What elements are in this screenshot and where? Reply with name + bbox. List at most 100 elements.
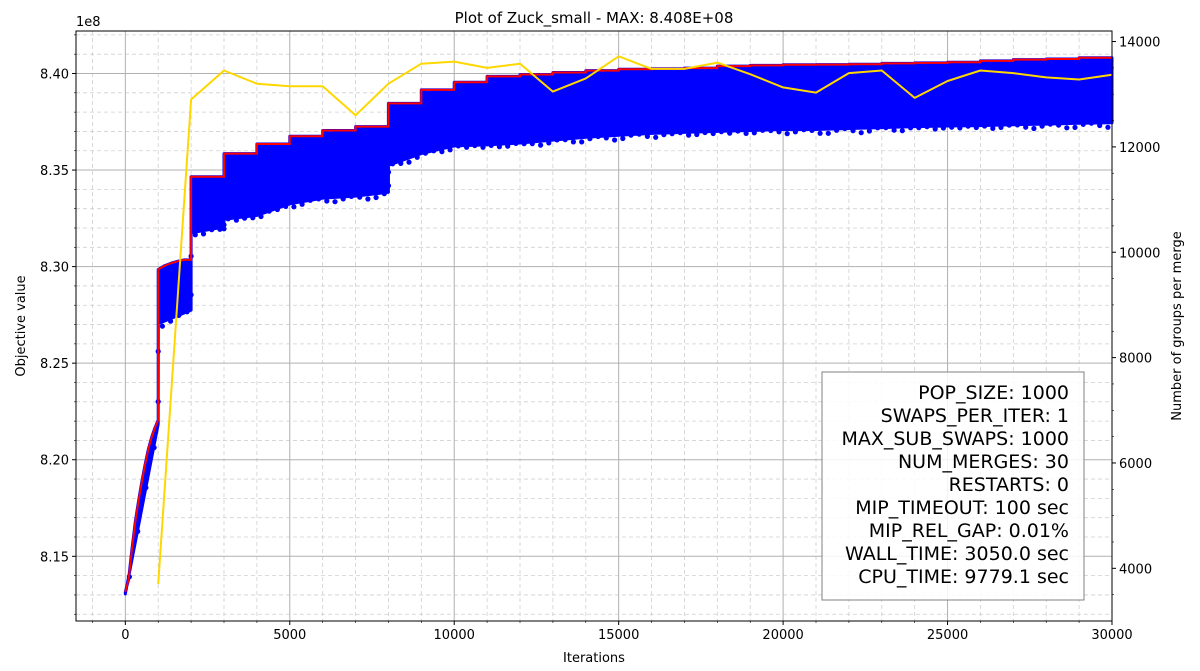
population-point — [776, 129, 782, 135]
population-point — [891, 127, 897, 133]
population-point — [949, 124, 955, 130]
population-point — [924, 124, 930, 130]
x-tick-label: 25000 — [927, 628, 968, 643]
population-point — [1088, 120, 1094, 126]
x-tick-label: 5000 — [273, 628, 306, 643]
population-point — [973, 124, 979, 131]
population-point — [612, 137, 618, 143]
population-point — [143, 485, 149, 491]
population-point — [768, 127, 774, 134]
population-point — [727, 130, 733, 136]
population-point — [316, 196, 322, 202]
param-swaps-per-iter: SWAPS_PER_ITER: 1 — [881, 405, 1069, 427]
population-point — [546, 140, 552, 146]
population-point — [283, 203, 289, 209]
population-point — [595, 133, 601, 140]
population-point — [188, 292, 194, 298]
population-point — [538, 142, 544, 148]
population-point — [422, 150, 428, 156]
y-tick-label: 8.35 — [40, 164, 69, 179]
population-point — [324, 198, 330, 204]
population-point — [496, 144, 502, 150]
x-tick-label: 0 — [121, 628, 129, 643]
population-point — [998, 124, 1004, 130]
population-point — [866, 128, 873, 134]
population-point — [1056, 122, 1062, 128]
population-point — [710, 130, 716, 137]
param-restarts: RESTARTS: 0 — [949, 474, 1069, 496]
x-tick-label: 10000 — [434, 628, 475, 643]
population-point — [513, 140, 519, 146]
population-point — [488, 142, 494, 148]
population-point — [579, 139, 585, 145]
population-point — [472, 142, 478, 149]
population-point — [1031, 125, 1037, 132]
population-point — [940, 125, 947, 131]
population-point — [760, 127, 766, 133]
population-point — [274, 206, 280, 213]
population-point — [982, 123, 988, 129]
population-point — [817, 130, 823, 136]
population-point — [447, 147, 453, 153]
population-point — [603, 135, 609, 141]
population-point — [965, 123, 971, 129]
population-point — [636, 131, 642, 137]
population-point — [1105, 124, 1111, 130]
population-point — [842, 126, 848, 132]
population-point — [250, 215, 256, 221]
population-point — [1080, 121, 1086, 127]
population-point — [348, 193, 354, 199]
param-wall-time: WALL_TIME: 3050.0 sec — [845, 543, 1069, 565]
population-point — [702, 129, 708, 136]
population-point — [825, 130, 831, 136]
population-point — [587, 136, 593, 142]
param-max-sub-swaps: MAX_SUB_SWAPS: 1000 — [841, 428, 1069, 450]
chart-title: Plot of Zuck_small - MAX: 8.408E+08 — [455, 9, 734, 28]
population-point — [694, 131, 700, 138]
parameters-box-frame — [821, 371, 1085, 601]
series-lines — [124, 55, 1113, 593]
population-point — [1039, 123, 1045, 129]
population-point — [562, 137, 568, 143]
population-point — [365, 196, 371, 202]
y2-tick-label: 6000 — [1119, 457, 1152, 472]
population-point — [398, 160, 404, 166]
population-point — [159, 323, 165, 329]
population-point — [743, 130, 749, 136]
population-point — [184, 309, 190, 315]
population-point — [653, 134, 659, 140]
y2-tick-label: 10000 — [1119, 246, 1160, 261]
y-tick-label: 8.15 — [40, 550, 69, 565]
population-point — [792, 129, 799, 135]
y2-tick-label: 8000 — [1119, 352, 1152, 367]
population-point — [225, 216, 231, 222]
population-point — [332, 199, 338, 205]
population-point — [908, 125, 914, 131]
y2-axis-label: Number of groups per merge — [1170, 231, 1185, 420]
ticks: 0 5000 10000 15000 20000 25000 30000 8.15 8.20 8.… — [40, 34, 1160, 643]
population-point — [809, 127, 815, 133]
population-point — [258, 213, 264, 220]
population-point — [620, 135, 626, 142]
population-point — [340, 196, 346, 202]
population-point — [686, 132, 692, 138]
population-point — [505, 143, 511, 149]
x-tick-label: 15000 — [598, 628, 639, 643]
population-point — [1047, 121, 1053, 127]
population-point — [439, 149, 445, 155]
population-point — [406, 159, 412, 165]
population-point — [669, 131, 675, 137]
y-tick-label: 8.20 — [40, 454, 69, 469]
population-point — [233, 217, 239, 223]
population-point — [217, 226, 223, 232]
y-tick-label: 8.30 — [40, 261, 69, 276]
population-point — [192, 232, 198, 238]
population-point — [784, 131, 790, 137]
population-point — [385, 183, 392, 189]
population-point — [957, 125, 963, 131]
population-point — [1014, 122, 1021, 128]
population-point — [661, 132, 667, 138]
population-point — [431, 148, 437, 154]
y-tick-label: 8.25 — [40, 357, 69, 372]
population-point — [390, 161, 396, 167]
